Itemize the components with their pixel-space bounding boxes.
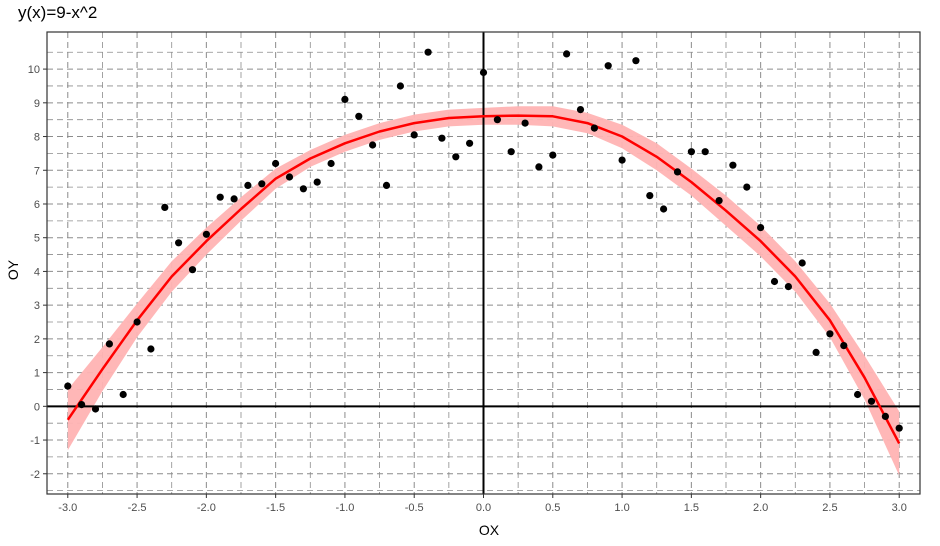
data-point: [521, 119, 529, 127]
data-point: [244, 181, 252, 189]
data-point: [743, 183, 751, 191]
data-point: [632, 57, 640, 65]
fit-line-layer: [66, 114, 901, 444]
data-point: [535, 163, 543, 171]
y-axis-title: OY: [5, 259, 21, 280]
y-tick-label: 2: [34, 334, 40, 346]
data-point: [563, 50, 571, 58]
x-tick-label: 1.0: [614, 502, 629, 514]
data-point: [91, 405, 100, 413]
data-point: [299, 185, 307, 193]
data-point: [452, 153, 460, 161]
data-point: [590, 124, 599, 132]
data-point: [549, 151, 557, 159]
fit-line: [66, 114, 901, 444]
data-point: [507, 148, 515, 156]
x-tick-label: 2.0: [753, 502, 768, 514]
data-point: [757, 224, 765, 232]
data-point: [369, 141, 377, 149]
data-point: [798, 259, 806, 267]
data-point: [258, 180, 266, 188]
chart-title: y(x)=9-x^2: [18, 3, 98, 22]
data-point: [687, 148, 696, 156]
data-point: [424, 48, 432, 56]
data-point: [119, 390, 127, 399]
zero-axes: [47, 32, 920, 494]
data-point: [175, 239, 183, 247]
x-tick-label: -1.0: [335, 502, 354, 514]
scatter-points: [64, 48, 903, 432]
data-point: [285, 173, 294, 181]
data-point: [812, 348, 820, 356]
data-point: [673, 168, 682, 176]
x-tick-label: -2.0: [197, 502, 216, 514]
data-point: [161, 203, 169, 211]
data-point: [188, 266, 197, 274]
x-tick-label: 2.5: [822, 502, 837, 514]
data-point: [230, 195, 238, 203]
data-point: [826, 330, 834, 338]
data-point: [355, 112, 363, 120]
data-point: [78, 401, 86, 409]
data-point: [493, 116, 501, 124]
data-point: [895, 424, 903, 432]
data-point: [147, 345, 155, 353]
data-point: [854, 390, 862, 399]
y-tick-label: 4: [34, 266, 40, 278]
y-tick-label: 1: [34, 368, 40, 380]
x-tick-label: -1.5: [266, 502, 285, 514]
data-point: [784, 283, 793, 291]
data-point: [618, 156, 626, 164]
x-tick-label: 0.5: [545, 502, 560, 514]
x-axis-title: OX: [479, 522, 500, 538]
y-tick-label: 7: [34, 165, 40, 177]
data-point: [840, 342, 848, 350]
y-tick-label: 8: [34, 132, 40, 144]
data-point: [216, 193, 224, 201]
y-tick-label: -2: [30, 469, 40, 481]
data-point: [576, 106, 585, 114]
data-point: [867, 397, 876, 405]
data-point: [604, 62, 612, 70]
data-point: [715, 197, 723, 205]
y-tick-label: -1: [30, 435, 40, 447]
data-point: [313, 178, 321, 186]
data-point: [202, 230, 210, 238]
y-tick-label: 6: [34, 199, 40, 211]
data-point: [881, 412, 890, 420]
data-point: [341, 95, 349, 103]
data-point: [646, 192, 654, 200]
data-point: [64, 382, 72, 390]
y-tick-label: 0: [34, 401, 40, 413]
data-point: [327, 159, 335, 168]
data-point: [660, 205, 668, 213]
data-point: [466, 139, 474, 147]
data-point: [382, 181, 391, 189]
data-point: [105, 340, 113, 348]
data-point: [701, 148, 709, 156]
y-tick-label: 10: [28, 64, 40, 76]
data-point: [396, 82, 404, 90]
data-point: [729, 161, 737, 169]
y-tick-label: 9: [34, 98, 40, 110]
x-tick-label: -2.5: [128, 502, 147, 514]
axis-ticks: -3.0 -2.5 -2.0 -1.5 -1.0 -0.5 0.0 0.5 1.0 1.5 2.0 2…: [28, 64, 907, 514]
x-tick-label: -3.0: [58, 502, 77, 514]
data-point: [410, 131, 418, 139]
data-point: [770, 277, 779, 286]
data-point: [133, 318, 141, 326]
data-point: [479, 68, 488, 77]
y-tick-label: 5: [34, 233, 40, 245]
x-tick-label: 1.5: [684, 502, 699, 514]
y-tick-label: 3: [34, 300, 40, 312]
x-tick-label: -0.5: [405, 502, 424, 514]
x-tick-label: 3.0: [892, 502, 907, 514]
data-point: [438, 134, 446, 142]
data-point: [272, 159, 280, 168]
x-tick-label: 0.0: [476, 502, 491, 514]
